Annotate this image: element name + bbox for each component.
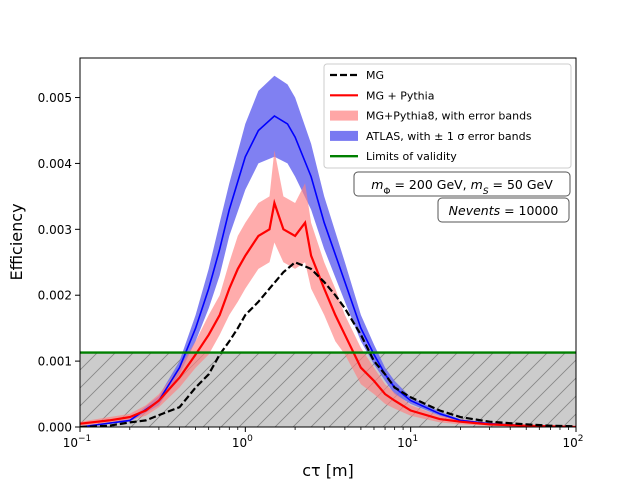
x-tick-exponent: 0 [247,434,253,444]
y-tick-label: 0.001 [38,355,72,369]
legend-handle-atlas-band [330,130,358,141]
annotation-part: = 200 GeV, [391,177,471,192]
y-tick-label: 0.000 [38,421,72,435]
legend-handle-pythia-band [330,110,358,121]
x-tick-label: 100 [232,434,253,450]
plot-area [80,75,576,427]
annotation-box [353,171,571,197]
x-tick-label: 10−1 [63,434,92,450]
annotation-part: S [483,187,489,197]
annotation-text: Nevents = 10000 [449,203,559,218]
legend-label: MG [366,69,384,82]
x-axis-label: cτ [m] [302,461,354,480]
mg-pythia-error-band [80,150,576,427]
annotation-part: m [471,177,483,192]
atlas-error-band [80,75,576,427]
legend-box [323,63,572,169]
annotation-part: = 10000 [500,203,558,218]
x-tick-exponent: 1 [412,434,418,444]
y-axis-label: Efficiency [7,203,26,280]
annotation-part: Nevents [449,203,501,218]
legend-label: MG + Pythia [366,89,434,102]
mg-pythia-line [80,198,576,427]
legend-label: MG+Pythia8, with error bands [366,110,532,123]
annotation-part: = 50 GeV [489,177,554,192]
x-tick-label: 102 [562,434,583,450]
x-tick-exponent: 2 [578,434,584,444]
y-tick-label: 0.003 [38,223,72,237]
x-axis: 10−1 100 101 102 [63,427,584,450]
mg-dashed-line [80,261,576,427]
y-axis: 0.000 0.001 0.002 0.003 0.004 0.005 [38,91,80,435]
y-tick-label: 0.002 [38,289,72,303]
x-tick-exponent: −1 [78,434,91,444]
plot-frame [79,57,577,428]
atlas-curve [80,115,576,427]
annotation-text: mΦ = 200 GeV, mS = 50 GeV [371,177,553,197]
legend: MG MG + Pythia MG+Pythia8, with error band… [323,63,572,169]
x-tick-label: 101 [397,434,418,450]
annotation-part: m [371,177,383,192]
legend-label: ATLAS, with ± 1 σ error bands [366,130,532,143]
annotation-box [437,197,570,223]
annotation-part: Φ [383,187,390,197]
legend-label: Limits of validity [366,150,457,163]
y-tick-label: 0.004 [38,157,72,171]
y-tick-label: 0.005 [38,91,72,105]
